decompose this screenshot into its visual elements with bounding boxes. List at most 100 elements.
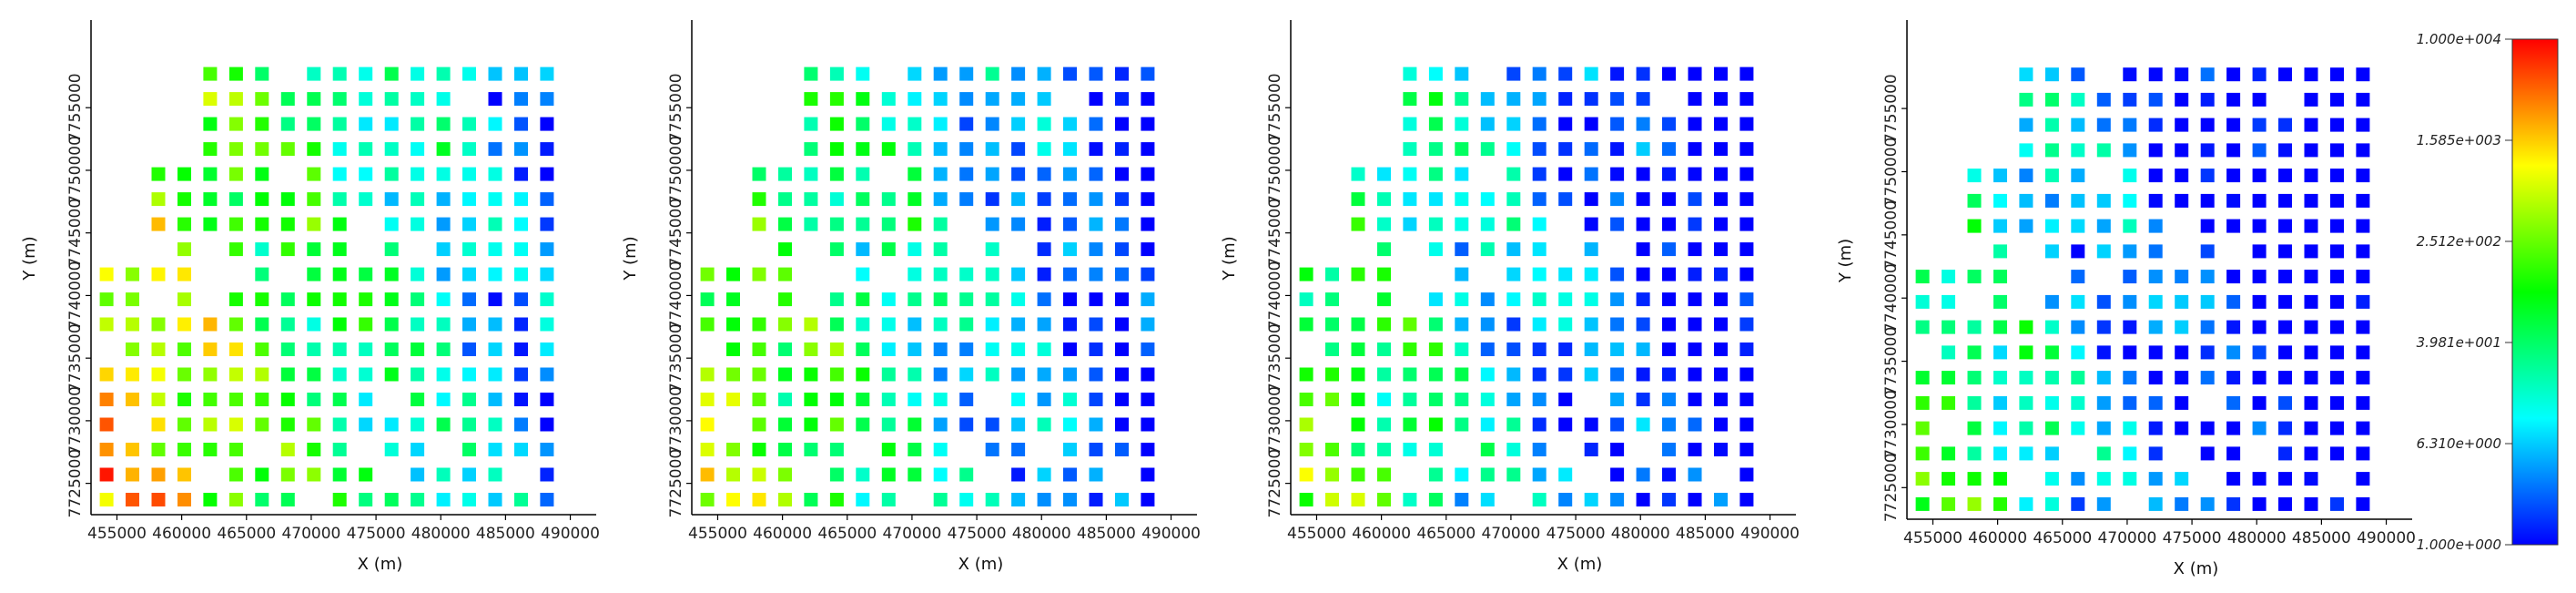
- data-point: [2252, 320, 2267, 334]
- data-point: [1351, 192, 1365, 207]
- data-point: [726, 467, 740, 482]
- data-point: [1351, 367, 1365, 382]
- data-point: [1993, 446, 2007, 461]
- data-point: [1506, 142, 1521, 157]
- y-tick-label: 7750000: [1882, 138, 1901, 207]
- data-point: [1714, 267, 1728, 281]
- data-point: [804, 167, 818, 181]
- data-point: [2278, 270, 2292, 284]
- data-point: [2252, 395, 2267, 410]
- data-point: [1662, 66, 1676, 81]
- data-point: [177, 292, 191, 307]
- data-point: [359, 393, 373, 406]
- data-point: [2226, 169, 2241, 183]
- data-point: [1942, 472, 1955, 486]
- data-point: [462, 142, 476, 157]
- data-point: [2304, 244, 2318, 259]
- data-point: [1714, 117, 1728, 131]
- data-point: [959, 367, 974, 382]
- data-point: [1610, 117, 1625, 131]
- data-point: [151, 493, 166, 506]
- data-point: [2044, 219, 2059, 233]
- data-point: [540, 217, 554, 231]
- data-point: [2252, 421, 2267, 435]
- data-point: [2019, 169, 2033, 183]
- data-point: [228, 443, 243, 456]
- data-point: [1037, 493, 1051, 506]
- data-point: [411, 443, 425, 456]
- data-point: [1532, 292, 1547, 307]
- data-point: [2330, 67, 2344, 82]
- data-point: [462, 443, 476, 456]
- data-point: [540, 117, 554, 131]
- data-point: [1636, 343, 1650, 356]
- data-point: [2356, 219, 2370, 233]
- data-point: [2356, 244, 2370, 259]
- data-point: [255, 367, 269, 382]
- data-point: [1037, 267, 1051, 281]
- data-point: [488, 167, 502, 181]
- data-point: [514, 66, 528, 81]
- data-point: [436, 317, 451, 332]
- data-point: [228, 142, 243, 157]
- data-point: [1089, 317, 1103, 332]
- data-point: [462, 242, 476, 257]
- data-point: [2123, 67, 2137, 82]
- data-point: [2356, 496, 2370, 511]
- data-point: [1011, 493, 1026, 506]
- y-axis-label: Y (m): [1836, 239, 1855, 283]
- data-point: [1455, 367, 1469, 382]
- data-point: [2278, 193, 2292, 208]
- data-point: [436, 117, 451, 131]
- data-point: [1351, 343, 1365, 356]
- data-point: [985, 66, 999, 81]
- data-point: [908, 417, 922, 432]
- data-point: [829, 192, 844, 207]
- data-point: [540, 393, 554, 406]
- data-point: [203, 493, 218, 506]
- x-tick-label: 470000: [882, 525, 941, 543]
- data-point: [2200, 446, 2215, 461]
- data-point: [985, 217, 999, 231]
- data-point: [829, 242, 844, 257]
- data-point: [1993, 472, 2007, 486]
- data-point: [228, 393, 243, 406]
- y-tick-label: 7730000: [66, 386, 85, 455]
- data-point: [1714, 443, 1728, 456]
- data-point: [2304, 320, 2318, 334]
- data-point: [1688, 217, 1702, 231]
- colorbar-tick-label: 2.512e+002: [2417, 233, 2501, 250]
- data-point: [1089, 217, 1103, 231]
- data-point: [1089, 167, 1103, 181]
- data-point: [255, 117, 269, 131]
- data-point: [2071, 395, 2085, 410]
- panel-2: 455000 460000 465000 470000 475000 480000 4850…: [621, 20, 1201, 574]
- data-point: [1739, 417, 1754, 432]
- data-point: [1455, 493, 1469, 506]
- data-point: [856, 92, 870, 107]
- data-point: [726, 343, 740, 356]
- data-point: [307, 317, 321, 332]
- data-point: [933, 443, 948, 456]
- data-point: [1351, 167, 1365, 181]
- data-point: [307, 367, 321, 382]
- data-point: [1063, 142, 1077, 157]
- data-point: [2278, 371, 2292, 385]
- data-point: [2123, 143, 2137, 158]
- data-point: [829, 467, 844, 482]
- data-point: [1011, 467, 1026, 482]
- data-point: [985, 267, 999, 281]
- data-point: [1532, 167, 1547, 181]
- data-point: [726, 493, 740, 506]
- data-point: [514, 267, 528, 281]
- data-point: [2356, 118, 2370, 132]
- data-point: [307, 467, 321, 482]
- data-point: [1011, 142, 1026, 157]
- data-point: [359, 467, 373, 482]
- colorbar-tick-label: 1.000e+004: [2417, 31, 2501, 47]
- data-point: [2044, 472, 2059, 486]
- data-point: [99, 443, 114, 456]
- data-point: [752, 367, 766, 382]
- data-point: [2226, 67, 2241, 82]
